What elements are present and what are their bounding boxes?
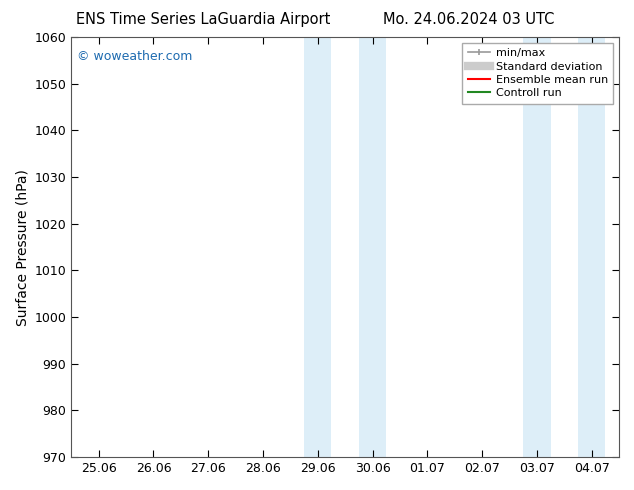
Bar <box>304 37 332 457</box>
Bar <box>523 37 550 457</box>
Bar <box>359 37 386 457</box>
Legend: min/max, Standard deviation, Ensemble mean run, Controll run: min/max, Standard deviation, Ensemble me… <box>462 43 614 104</box>
Y-axis label: Surface Pressure (hPa): Surface Pressure (hPa) <box>15 169 29 325</box>
Text: © woweather.com: © woweather.com <box>77 50 192 63</box>
Bar <box>578 37 605 457</box>
Text: Mo. 24.06.2024 03 UTC: Mo. 24.06.2024 03 UTC <box>384 12 555 27</box>
Text: ENS Time Series LaGuardia Airport: ENS Time Series LaGuardia Airport <box>75 12 330 27</box>
